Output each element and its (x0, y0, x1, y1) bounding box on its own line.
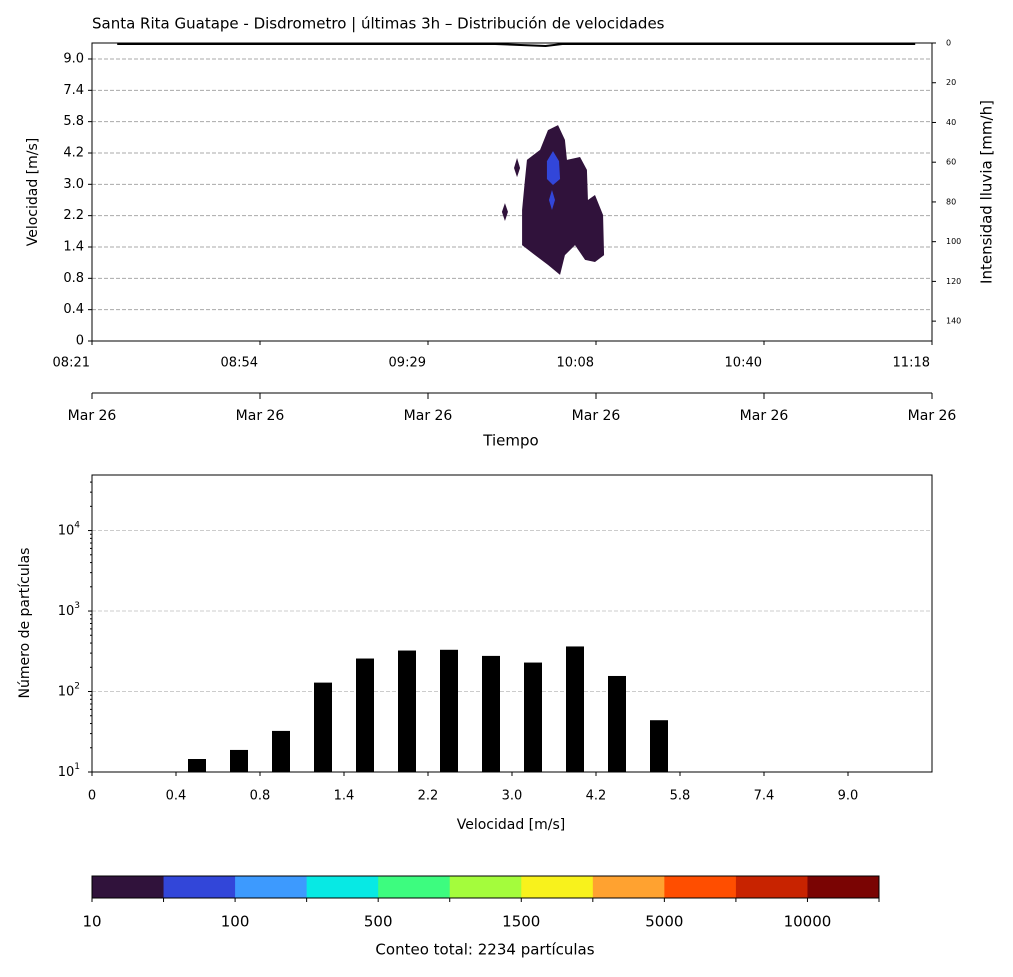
x-tick-label: 5.8 (670, 789, 691, 804)
y-tick-label: 104 (58, 520, 81, 538)
x-axis-label: Tiempo (482, 432, 538, 450)
colorbar-segment (235, 876, 308, 898)
y2-tick-label: 20 (946, 78, 956, 87)
y-tick-label: 1.4 (63, 239, 84, 254)
y-tick-label: 5.8 (63, 114, 84, 129)
date-tick-label: Mar 26 (68, 408, 117, 424)
bar (482, 655, 500, 772)
x-tick-label: 08:21 (53, 356, 90, 371)
y2-tick-label: 40 (946, 118, 956, 127)
contour-region (546, 151, 561, 185)
x-tick-label: 10:08 (557, 356, 594, 371)
x-tick-label: 11:18 (893, 356, 930, 371)
bar (272, 730, 290, 772)
bar (314, 682, 332, 772)
rain-line (117, 42, 916, 47)
y-tick-label: 0.8 (63, 271, 84, 286)
y-tick-base: 10 (58, 604, 75, 619)
date-tick-label: Mar 26 (908, 408, 957, 424)
x-tick-label: 7.4 (754, 789, 775, 804)
x-tick-label: 4.2 (586, 789, 607, 804)
colorbar-tick-label: 5000 (645, 913, 683, 931)
bar (188, 759, 206, 772)
bar (230, 749, 248, 772)
y2-tick-label: 140 (946, 317, 961, 326)
y-axis-label: Velocidad [m/s] (25, 138, 41, 247)
colorbar-segment (306, 876, 379, 898)
x-tick-label: 10:40 (725, 356, 762, 371)
y-tick-base: 10 (58, 523, 75, 538)
bar (650, 720, 668, 772)
colorbar-tick-label: 500 (364, 913, 393, 931)
plot-frame (91, 42, 933, 342)
y2-tick-label: 100 (946, 237, 961, 246)
plot-area (92, 43, 932, 341)
y-tick-exponent: 3 (74, 601, 80, 611)
date-tick-label: Mar 26 (572, 408, 621, 424)
colorbar-segment (521, 876, 594, 898)
y-tick-label: 9.0 (63, 51, 84, 66)
y-tick-label: 4.2 (63, 145, 84, 160)
colorbar-tick-label: 10000 (784, 913, 832, 931)
y-tick-label: 0.4 (63, 302, 84, 317)
x-axis-label: Velocidad [m/s] (457, 817, 566, 833)
bar (398, 650, 416, 772)
y2-tick-label: 80 (946, 197, 956, 206)
y2-tick-label: 60 (946, 158, 956, 167)
x-tick-label: 09:29 (389, 356, 426, 371)
contour-region (514, 158, 521, 178)
plot-frame (91, 474, 933, 773)
colorbar-label: Conteo total: 2234 partículas (375, 941, 594, 959)
x-tick-label: 0.4 (166, 789, 187, 804)
y-axis-label: Número de partículas (17, 548, 33, 699)
colorbar-segment (807, 876, 880, 898)
y2-tick-label: 120 (946, 277, 961, 286)
bar (356, 658, 374, 772)
y-tick-label: 101 (58, 762, 80, 780)
y2-axis-label: Intensidad lluvia [mm/h] (978, 100, 996, 284)
bar (440, 649, 458, 772)
y-tick-exponent: 4 (74, 520, 80, 530)
colorbar-segment (449, 876, 522, 898)
colorbar-segment (378, 876, 451, 898)
contour-region (548, 189, 556, 211)
colorbar-segment (735, 876, 808, 898)
colorbar-tick-label: 10 (82, 913, 101, 931)
y-tick-label: 0 (76, 334, 84, 349)
x-tick-label: 3.0 (502, 789, 523, 804)
colorbar-segment (163, 876, 236, 898)
x-tick-label: 0.8 (250, 789, 271, 804)
chart-title: Santa Rita Guatape - Disdrometro | últim… (92, 15, 665, 33)
contour-region (501, 203, 508, 221)
contour-region (522, 125, 605, 275)
x-tick-label: 1.4 (334, 789, 355, 804)
date-tick-label: Mar 26 (740, 408, 789, 424)
y-tick-label: 2.2 (63, 208, 84, 223)
date-tick-label: Mar 26 (236, 408, 285, 424)
y-tick-label: 102 (58, 681, 80, 699)
y-tick-label: 3.0 (63, 177, 84, 192)
y-tick-exponent: 2 (74, 681, 80, 691)
colorbar-segment (664, 876, 737, 898)
colorbar-tick-label: 1500 (502, 913, 540, 931)
bar (524, 662, 542, 772)
colorbar-segment (92, 876, 165, 898)
y-tick-label: 7.4 (63, 83, 84, 98)
date-tick-label: Mar 26 (404, 408, 453, 424)
colorbar-segment (592, 876, 665, 898)
bar (566, 646, 584, 772)
y2-tick-label: 0 (946, 39, 951, 48)
colorbar-frame (91, 875, 880, 899)
y-tick-label: 103 (58, 601, 80, 619)
colorbar-tick-label: 100 (221, 913, 250, 931)
y-tick-exponent: 1 (74, 762, 80, 772)
bar (608, 675, 626, 772)
y-tick-base: 10 (58, 765, 75, 780)
x-tick-label: 08:54 (221, 356, 258, 371)
x-tick-label: 9.0 (838, 789, 859, 804)
y-tick-base: 10 (58, 684, 75, 699)
x-tick-label: 0 (88, 789, 96, 804)
x-tick-label: 2.2 (418, 789, 439, 804)
